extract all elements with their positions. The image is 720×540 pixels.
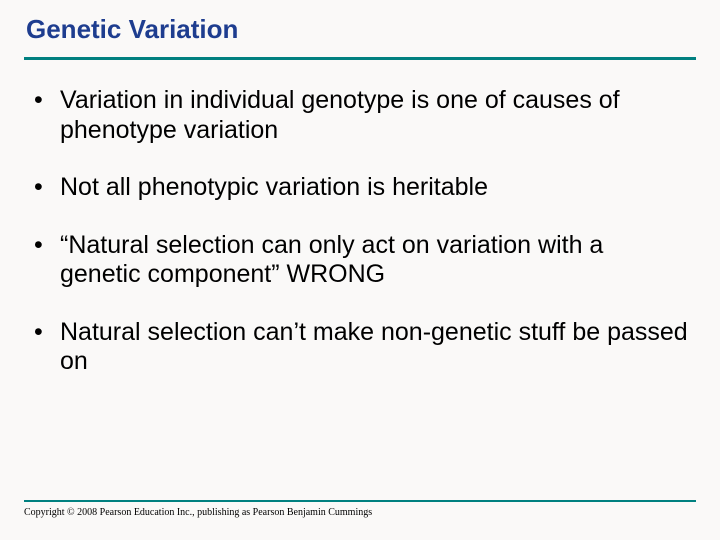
slide: Genetic Variation Variation in individua… [0, 0, 720, 540]
bullet-list: Variation in individual genotype is one … [30, 86, 690, 377]
bullet-item: Natural selection can’t make non-genetic… [32, 318, 690, 377]
copyright-text: Copyright © 2008 Pearson Education Inc.,… [24, 507, 696, 518]
footer: Copyright © 2008 Pearson Education Inc.,… [24, 500, 696, 518]
title-underline [24, 57, 696, 60]
footer-line [24, 500, 696, 502]
bullet-item: “Natural selection can only act on varia… [32, 231, 690, 290]
bullet-item: Variation in individual genotype is one … [32, 86, 690, 145]
slide-title: Genetic Variation [26, 14, 690, 45]
bullet-item: Not all phenotypic variation is heritabl… [32, 173, 690, 203]
